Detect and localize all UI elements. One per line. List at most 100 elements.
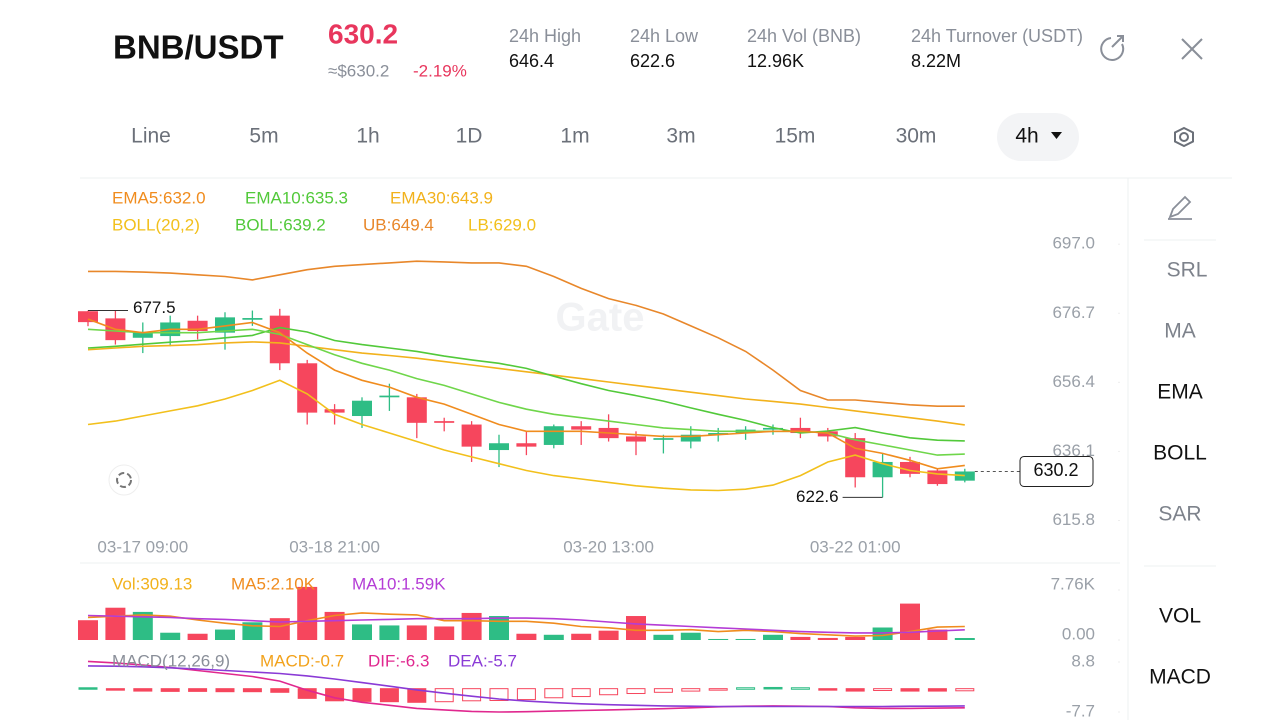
tab[interactable]: 15m <box>775 125 816 148</box>
sidebar-item[interactable]: SRL <box>1167 259 1208 282</box>
macd-bar <box>133 688 153 692</box>
volume-bar <box>269 618 290 640</box>
volume-bar <box>872 627 893 640</box>
macd-bar <box>352 688 372 702</box>
plots: 697.0 676.7 656.4 636.1 615.8 677.5 622.6 630.2… <box>78 188 1120 720</box>
volume-bar <box>763 634 783 640</box>
macd-bar <box>270 688 290 693</box>
macd-bar <box>927 688 947 692</box>
sidebar-item[interactable]: EMA <box>1157 381 1203 404</box>
share-icon[interactable] <box>1100 35 1125 61</box>
volume-bar <box>543 634 564 640</box>
tab[interactable]: 4h <box>1015 125 1038 148</box>
macd-bar <box>379 688 399 703</box>
candle-body <box>489 443 509 451</box>
volume-bar <box>187 633 208 640</box>
tab[interactable]: 5m <box>249 125 278 148</box>
tab[interactable]: 1m <box>560 125 589 148</box>
volume-bar <box>379 625 400 640</box>
tab[interactable]: Line <box>131 125 171 148</box>
legend-item: BOLL:639.2 <box>235 215 326 234</box>
legend-item: UB:649.4 <box>363 215 434 234</box>
volume-bar <box>680 632 701 640</box>
x-tick-label: 03-18 21:00 <box>289 537 380 556</box>
candle-body <box>845 438 866 478</box>
volume-bar <box>598 630 619 640</box>
candle-body <box>680 434 701 442</box>
sidebar-item[interactable]: MA <box>1164 320 1196 343</box>
indicator-line <box>87 341 965 426</box>
candle-body <box>872 461 893 478</box>
tab[interactable]: 1D <box>456 125 483 148</box>
macd-bar <box>818 688 838 691</box>
y-tick-label: 656.4 <box>1052 372 1095 391</box>
low-label: 622.6 <box>796 487 839 506</box>
volume-bar <box>653 634 674 640</box>
legend-item: MA10:1.59K <box>352 574 446 593</box>
macd-bar <box>873 688 893 691</box>
pair: BNB/USDT <box>113 29 284 66</box>
volume-bar <box>626 616 646 640</box>
tab[interactable]: 1h <box>356 125 379 148</box>
macd-bar <box>736 687 756 690</box>
candle-body <box>516 443 537 447</box>
stat-label: 24h Low <box>630 26 699 46</box>
macd-bar <box>544 688 564 699</box>
volume-bar <box>954 638 975 640</box>
stat-value: 622.6 <box>630 51 675 71</box>
volume-ma-line <box>87 612 965 637</box>
macd-bar <box>681 688 701 692</box>
macd-bar <box>78 687 98 690</box>
macd-bar <box>242 688 262 693</box>
volume-bar <box>434 626 455 640</box>
volume-bar <box>900 603 920 640</box>
candle-body <box>269 315 290 364</box>
x-tick-label: 03-22 01:00 <box>810 537 901 556</box>
dropdown-arrow <box>1051 132 1062 139</box>
reset-button[interactable] <box>108 464 140 496</box>
sidebar: SRL MA EMA BOLL SAR VOL MACD <box>1149 259 1211 689</box>
macd-bar <box>571 688 591 698</box>
settings-icon[interactable] <box>1174 126 1194 148</box>
macd-bar <box>215 688 235 693</box>
sidebar-item[interactable]: MACD <box>1149 666 1211 689</box>
volume-bar <box>132 611 153 640</box>
volume-bar <box>297 586 318 640</box>
legend-item: MACD:-0.7 <box>260 651 344 670</box>
candle-body <box>708 433 729 435</box>
draw-icon[interactable] <box>1168 195 1192 220</box>
stat-label: 24h Turnover (USDT) <box>911 26 1083 46</box>
volume-bar <box>78 620 98 640</box>
indicator-line <box>87 379 965 492</box>
candle-body <box>543 426 564 445</box>
x-tick-label: 03-17 09:00 <box>97 537 188 556</box>
legend-item: EMA30:643.9 <box>390 188 493 207</box>
tab[interactable]: 30m <box>896 125 937 148</box>
candle-body <box>626 436 646 442</box>
volume-bar <box>352 624 372 640</box>
macd-bar <box>900 688 920 692</box>
volume-bar <box>708 638 729 640</box>
volume-bar <box>324 611 345 640</box>
macd-bar <box>845 688 865 692</box>
macd-line <box>87 665 965 708</box>
watermark: Gate <box>556 296 645 340</box>
sidebar-item[interactable]: VOL <box>1159 605 1201 628</box>
tabs: Line 5m 1h 1D 1m 3m 15m 30m 4h <box>131 125 1062 148</box>
tab[interactable]: 3m <box>666 125 695 148</box>
legend-item: MACD(12,26,9) <box>112 651 230 670</box>
candle-body <box>187 320 208 331</box>
y-tick-label: 636.1 <box>1052 441 1095 460</box>
close-icon[interactable] <box>1181 38 1203 60</box>
macd-bar <box>653 688 673 693</box>
volume-bar <box>571 633 592 640</box>
sidebar-item[interactable]: SAR <box>1158 503 1201 526</box>
legend-item: Vol:309.13 <box>112 574 192 593</box>
volume-bar <box>790 636 811 640</box>
candle-body <box>379 395 400 398</box>
volume-bar <box>735 638 756 640</box>
macd-bar <box>434 688 454 703</box>
sidebar-item[interactable]: BOLL <box>1153 442 1207 465</box>
candle-body <box>352 400 372 417</box>
